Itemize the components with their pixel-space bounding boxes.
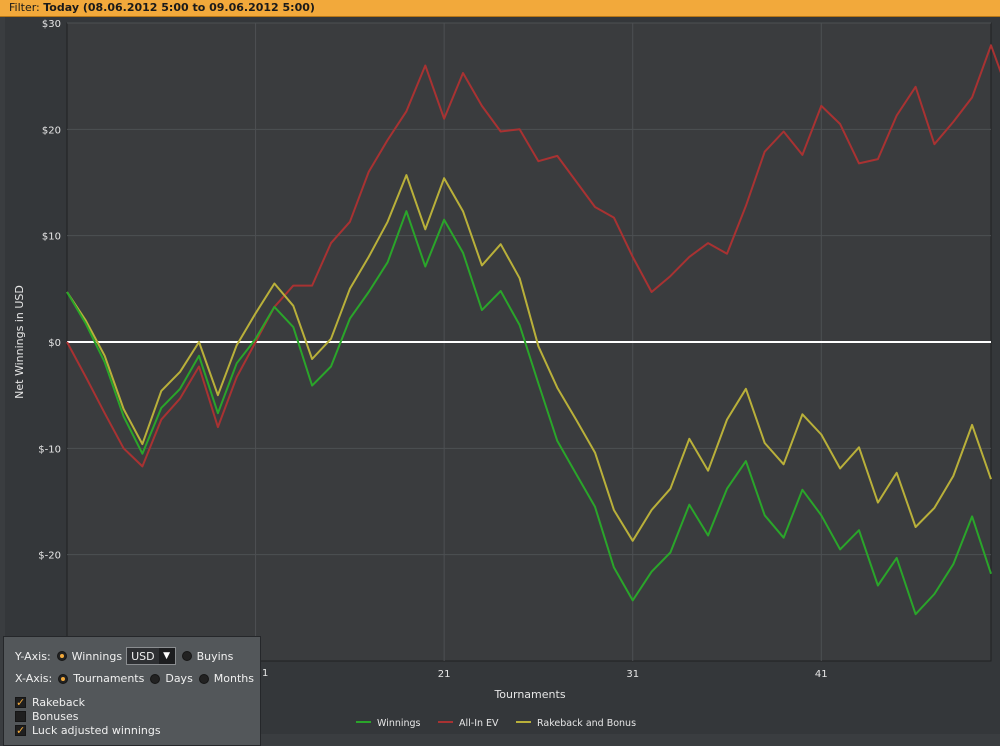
months-radio[interactable] bbox=[198, 673, 209, 684]
luck-label[interactable]: Luck adjusted winnings bbox=[32, 724, 161, 737]
x-axis-row: X-Axis: Tournaments Days Months bbox=[15, 672, 254, 685]
winnings-radio[interactable] bbox=[56, 651, 67, 661]
y-tick-label: $-20 bbox=[38, 551, 61, 562]
legend-label-winnings: Winnings bbox=[377, 718, 421, 729]
tournaments-label[interactable]: Tournaments bbox=[73, 672, 145, 685]
x-tick-label: 21 bbox=[438, 669, 451, 680]
months-label[interactable]: Months bbox=[213, 672, 255, 685]
currency-value: USD bbox=[131, 649, 155, 663]
buyins-radio[interactable] bbox=[181, 651, 192, 661]
bonuses-checkbox[interactable] bbox=[15, 711, 26, 722]
legend-label-all-in-ev: All-In EV bbox=[459, 718, 499, 729]
series-line-winnings bbox=[66, 210, 992, 616]
luck-row[interactable]: ✓ Luck adjusted winnings bbox=[15, 724, 161, 737]
rakeback-checkbox[interactable]: ✓ bbox=[15, 696, 26, 709]
y-tick-label: $-10 bbox=[38, 444, 61, 455]
filter-label: Filter: bbox=[9, 1, 40, 14]
rakeback-row[interactable]: ✓ Rakeback bbox=[15, 696, 85, 709]
y-axis-title: Net Winnings in USD bbox=[13, 285, 26, 399]
legend-label-rakeback-and-bonus: Rakeback and Bonus bbox=[537, 718, 636, 729]
chart-controls-panel: Y-Axis: Winnings USD ▼ Buyins X-Axis: To… bbox=[3, 636, 261, 746]
series-line-all-in-ev bbox=[66, 44, 1000, 468]
series-group bbox=[66, 44, 1000, 616]
bonuses-row[interactable]: Bonuses bbox=[15, 710, 78, 723]
chevron-down-icon[interactable]: ▼ bbox=[158, 648, 175, 664]
series-line-rakeback-and-bonus bbox=[66, 174, 992, 542]
currency-select[interactable]: USD ▼ bbox=[126, 647, 176, 665]
tournaments-radio[interactable] bbox=[58, 673, 69, 684]
y-axis-row: Y-Axis: Winnings USD ▼ Buyins bbox=[15, 647, 233, 665]
x-axis-ticks: 21 31 41 bbox=[438, 669, 828, 680]
x-axis-label: X-Axis: bbox=[15, 672, 53, 685]
luck-checkbox[interactable]: ✓ bbox=[15, 724, 26, 737]
y-axis-ticks: $30 $20 $10 $0 $-10 $-20 bbox=[38, 19, 61, 562]
winnings-label[interactable]: Winnings bbox=[71, 649, 123, 663]
y-tick-label: $30 bbox=[42, 19, 61, 30]
buyins-label[interactable]: Buyins bbox=[196, 649, 234, 663]
x-axis-title: Tournaments bbox=[493, 688, 565, 701]
y-tick-label: $0 bbox=[48, 338, 61, 349]
chart: $30 $20 $10 $0 $-10 $-20 21 31 41 Net Winnings … bbox=[5, 17, 1000, 734]
y-tick-label: $10 bbox=[42, 232, 61, 243]
x-tick-label-partial: 1 bbox=[262, 668, 269, 679]
x-tick-label: 41 bbox=[815, 669, 828, 680]
legend: Winnings All-In EV Rakeback and Bonus bbox=[356, 718, 636, 729]
bonuses-label[interactable]: Bonuses bbox=[32, 710, 79, 723]
days-label[interactable]: Days bbox=[165, 672, 193, 685]
filter-value[interactable]: Today (08.06.2012 5:00 to 09.06.2012 5:0… bbox=[43, 1, 315, 14]
days-radio[interactable] bbox=[150, 673, 161, 684]
y-axis-label: Y-Axis: bbox=[15, 649, 51, 663]
filter-bar[interactable]: Filter: Today (08.06.2012 5:00 to 09.06.… bbox=[0, 0, 1000, 17]
rakeback-label[interactable]: Rakeback bbox=[32, 696, 86, 709]
x-tick-label: 31 bbox=[626, 669, 639, 680]
y-tick-label: $20 bbox=[42, 125, 61, 136]
